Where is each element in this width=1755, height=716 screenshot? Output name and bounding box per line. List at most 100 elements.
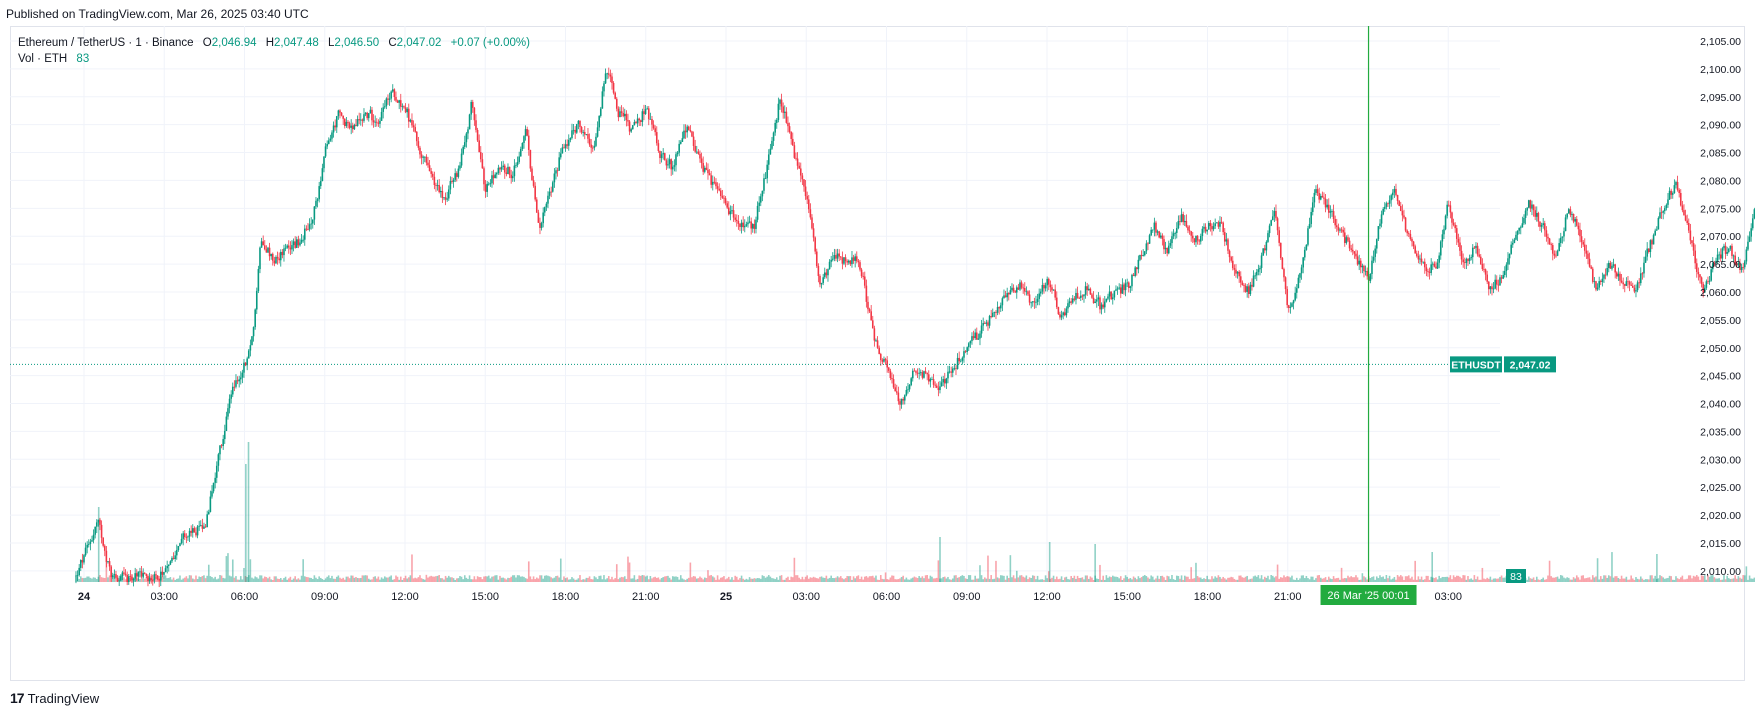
volume-value: 83 bbox=[76, 53, 90, 65]
candle-body bbox=[1150, 229, 1152, 236]
volume-bar bbox=[879, 575, 882, 582]
candle-body bbox=[1644, 256, 1647, 263]
candle-body bbox=[236, 380, 239, 382]
volume-bar bbox=[1292, 579, 1295, 582]
volume-bar bbox=[739, 578, 741, 582]
candle-body bbox=[1540, 224, 1543, 227]
candle-body bbox=[1219, 221, 1221, 227]
candle-body bbox=[315, 200, 317, 207]
candle-body bbox=[1689, 230, 1692, 241]
candle-body bbox=[615, 98, 618, 109]
volume-bar bbox=[836, 576, 839, 582]
candle-body bbox=[908, 385, 911, 390]
chart-frame[interactable] bbox=[10, 26, 1745, 681]
candle-body bbox=[646, 108, 648, 110]
volume-bar bbox=[1675, 576, 1677, 582]
candle-body bbox=[478, 140, 480, 153]
candle-body bbox=[1487, 281, 1490, 290]
volume-bar bbox=[812, 576, 815, 582]
candle-body bbox=[1611, 265, 1613, 269]
volume-bar bbox=[255, 577, 258, 582]
volume-bar bbox=[1649, 575, 1652, 582]
volume-bar bbox=[1105, 575, 1108, 582]
candle-body bbox=[668, 159, 671, 165]
candle-body bbox=[609, 74, 612, 77]
volume-bar bbox=[598, 575, 600, 582]
candle-body bbox=[697, 151, 700, 154]
volume-bar bbox=[1668, 575, 1671, 582]
candle-body bbox=[1257, 269, 1260, 272]
candle-body bbox=[1193, 238, 1196, 243]
candle-body bbox=[1403, 215, 1405, 218]
candle-body bbox=[795, 157, 797, 159]
x-tick-label: 03:00 bbox=[792, 591, 820, 603]
candle-body bbox=[1275, 210, 1277, 219]
candle-body bbox=[1601, 278, 1604, 283]
volume-bar bbox=[1745, 566, 1748, 582]
candle-body bbox=[1183, 220, 1186, 223]
candle-body bbox=[294, 241, 296, 248]
volume-bar bbox=[547, 575, 549, 582]
candle-body bbox=[590, 144, 592, 148]
volume-bar bbox=[655, 577, 658, 582]
candle-body bbox=[390, 91, 392, 99]
volume-bar bbox=[406, 578, 408, 582]
candle-body bbox=[708, 173, 711, 176]
volume-bar bbox=[1542, 577, 1544, 582]
volume-bar bbox=[1047, 571, 1050, 582]
volume-bar bbox=[977, 578, 980, 582]
volume-bar bbox=[313, 575, 316, 582]
volume-bar bbox=[580, 579, 583, 582]
volume-bar bbox=[534, 579, 536, 582]
candle-body bbox=[676, 152, 679, 155]
volume-bar bbox=[958, 577, 960, 582]
volume-bar bbox=[1527, 576, 1530, 582]
volume-bar bbox=[543, 575, 546, 582]
volume-bar bbox=[99, 575, 101, 582]
y-tick-label: 2,060.00 bbox=[1700, 287, 1741, 299]
volume-bar bbox=[351, 575, 354, 582]
volume-bar bbox=[1148, 578, 1151, 582]
symbol-label[interactable]: Ethereum / TetherUS · 1 · Binance bbox=[18, 37, 194, 49]
candle-body bbox=[601, 91, 604, 109]
volume-bar bbox=[1535, 576, 1538, 582]
candle-body bbox=[379, 120, 381, 124]
candle-body bbox=[1321, 195, 1324, 198]
candle-body bbox=[980, 325, 983, 334]
volume-bar bbox=[771, 578, 773, 582]
volume-bar bbox=[1342, 578, 1344, 582]
candle-body bbox=[308, 224, 311, 230]
volume-bar bbox=[1451, 579, 1453, 582]
grid-lines bbox=[10, 26, 1500, 582]
candle-body bbox=[1719, 254, 1722, 259]
tradingview-brand[interactable]: 17 TradingView bbox=[10, 690, 99, 706]
candle-body bbox=[1398, 200, 1400, 206]
volume-bar bbox=[1083, 579, 1085, 582]
volume-bar bbox=[1113, 576, 1116, 582]
volume-bar bbox=[1735, 578, 1738, 582]
candle-body bbox=[1273, 210, 1276, 217]
candle-body bbox=[302, 239, 304, 241]
candle-body bbox=[473, 107, 476, 121]
candle-body bbox=[267, 247, 269, 253]
candle-body bbox=[1588, 258, 1591, 267]
candle-body bbox=[219, 445, 221, 455]
volume-bar bbox=[1646, 579, 1648, 582]
candle-body bbox=[921, 372, 924, 378]
candle-body bbox=[1260, 255, 1263, 268]
candle-body bbox=[1748, 236, 1751, 242]
candle-body bbox=[103, 545, 106, 551]
candle-body bbox=[1094, 301, 1096, 304]
candle-body bbox=[771, 140, 773, 149]
candle-body bbox=[660, 154, 663, 159]
candle-body bbox=[825, 272, 828, 276]
candle-body bbox=[334, 125, 336, 128]
volume-bar bbox=[1150, 575, 1152, 582]
candle-body bbox=[924, 371, 927, 373]
volume-label[interactable]: Vol · ETH bbox=[18, 53, 68, 65]
volume-bar bbox=[1619, 578, 1621, 582]
candle-body bbox=[1684, 215, 1687, 221]
volume-bar bbox=[595, 577, 597, 582]
volume-bar bbox=[452, 578, 455, 582]
